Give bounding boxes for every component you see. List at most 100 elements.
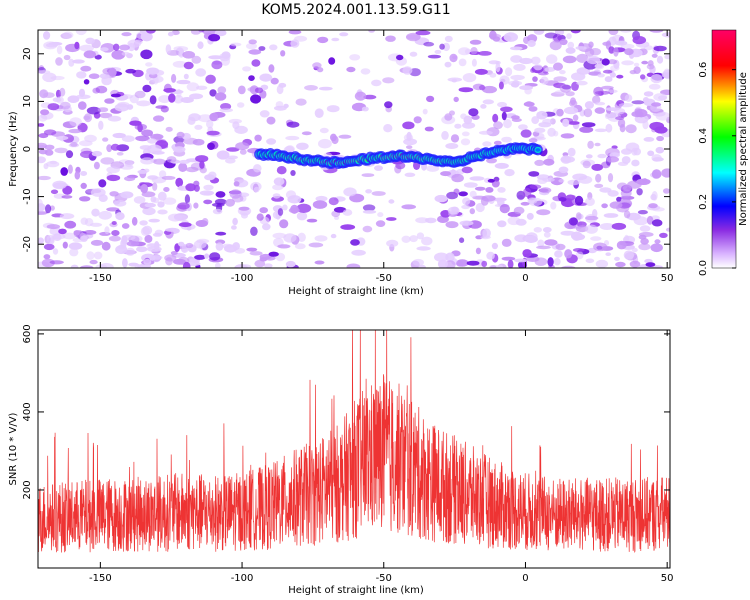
noise-blob	[157, 191, 167, 201]
noise-blob	[482, 228, 491, 238]
noise-blob	[567, 41, 575, 49]
noise-blob	[122, 258, 128, 268]
noise-blob	[122, 234, 136, 241]
noise-blob	[361, 173, 375, 178]
noise-blob	[524, 235, 538, 243]
noise-blob	[204, 253, 210, 259]
noise-blob	[546, 54, 558, 64]
noise-blob	[207, 142, 215, 150]
noise-blob	[451, 78, 457, 83]
noise-blob	[442, 42, 450, 52]
noise-blob	[290, 204, 299, 214]
noise-blob	[645, 262, 656, 267]
x-tick-label: 0	[522, 573, 528, 584]
noise-blob	[162, 197, 177, 205]
noise-blob	[264, 263, 273, 268]
noise-blob	[533, 30, 545, 35]
noise-blob	[38, 149, 48, 155]
noise-blob	[401, 235, 411, 243]
noise-blob	[416, 232, 425, 240]
noise-blob	[495, 62, 501, 73]
noise-blob	[553, 76, 567, 82]
noise-blob	[649, 121, 665, 131]
noise-blob	[182, 51, 196, 59]
noise-blob	[176, 88, 182, 98]
noise-blob	[384, 101, 393, 109]
y-tick-label: 200	[22, 480, 33, 499]
noise-blob	[79, 44, 94, 52]
noise-blob	[314, 108, 324, 118]
noise-blob	[168, 213, 183, 222]
track-core	[535, 148, 541, 152]
noise-blob	[74, 41, 80, 50]
noise-blob	[46, 224, 61, 230]
noise-blob	[631, 247, 638, 253]
noise-blob	[454, 123, 462, 129]
noise-blob	[108, 235, 121, 242]
noise-blob	[129, 120, 142, 126]
noise-blob	[615, 116, 625, 121]
colorbar-tick-label: 0.4	[698, 128, 709, 144]
noise-blob	[520, 129, 532, 138]
noise-blob	[542, 177, 555, 182]
snr-polyline	[38, 330, 670, 554]
noise-blob	[534, 159, 545, 166]
noise-blob	[494, 162, 509, 169]
snr-panel: -150 -100 -50 0 50 200 400 600 Height of strai…	[8, 324, 674, 596]
noise-blob	[426, 95, 435, 103]
noise-blob	[146, 246, 162, 252]
noise-blob	[74, 171, 81, 180]
noise-blob	[650, 74, 663, 84]
noise-blob	[166, 156, 177, 163]
noise-blob	[553, 258, 561, 266]
noise-blob	[559, 84, 572, 93]
noise-blob	[659, 232, 668, 238]
noise-blob	[458, 191, 468, 197]
noise-blob	[111, 221, 117, 225]
noise-blob	[234, 247, 246, 254]
noise-blob	[90, 239, 104, 246]
noise-blob	[126, 53, 133, 59]
noise-blob	[616, 196, 622, 202]
noise-blob	[142, 84, 152, 93]
spectrogram-heatmap	[38, 30, 670, 268]
noise-blob	[73, 230, 80, 236]
noise-blob	[528, 138, 538, 143]
colorbar-ticks: 0.0 0.2 0.4 0.6	[698, 62, 736, 276]
noise-blob	[339, 32, 349, 37]
noise-blob	[501, 238, 512, 247]
noise-blob	[434, 194, 448, 203]
noise-blob	[510, 74, 525, 81]
noise-blob	[211, 60, 223, 70]
noise-blob	[571, 72, 586, 81]
noise-blob	[481, 195, 496, 202]
noise-blob	[219, 108, 233, 113]
noise-blob	[633, 66, 641, 74]
noise-blob	[402, 66, 413, 75]
noise-blob	[209, 112, 219, 122]
noise-blob	[165, 126, 173, 132]
noise-blob	[594, 90, 610, 95]
noise-blob	[72, 59, 85, 64]
noise-blob	[424, 126, 434, 132]
noise-blob	[276, 84, 284, 95]
noise-blob	[59, 101, 71, 110]
noise-blob	[536, 245, 551, 250]
noise-blob	[665, 227, 670, 232]
noise-blob	[349, 54, 361, 61]
noise-blob	[272, 193, 281, 199]
noise-blob	[594, 63, 603, 69]
noise-blob	[423, 41, 435, 47]
x-tick-label: -150	[89, 573, 112, 584]
noise-blob	[553, 130, 559, 137]
spectrogram-x-label: Height of straight line (km)	[288, 286, 424, 297]
noise-blob	[565, 194, 576, 201]
noise-blob	[215, 262, 221, 268]
noise-blob	[350, 239, 360, 246]
noise-blob	[572, 114, 579, 122]
noise-blob	[505, 67, 513, 77]
noise-blob	[415, 217, 429, 224]
noise-blob	[193, 240, 207, 249]
noise-blob	[620, 189, 632, 198]
